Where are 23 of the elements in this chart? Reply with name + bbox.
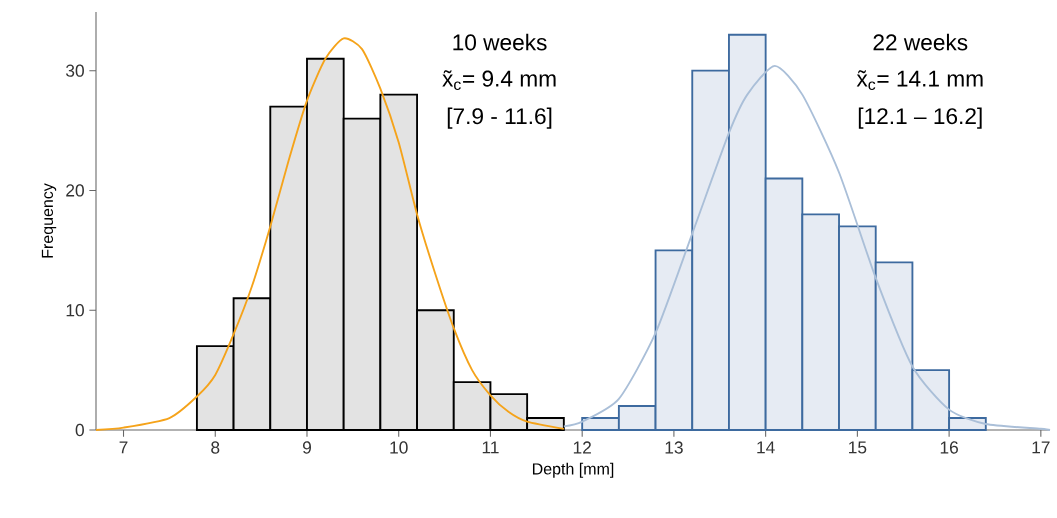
x-tick-label: 8: [211, 441, 220, 454]
y-tick-label: 10: [66, 304, 84, 317]
annotation: x̃$_{c}$= 9.4 mm: [442, 70, 556, 91]
y-tick-label: 20: [66, 184, 84, 197]
y-tick-label: 30: [66, 64, 84, 77]
x-tick-label: 14: [757, 441, 775, 454]
annotation: x̃$_{c}$= 14.1 mm: [856, 70, 983, 91]
annotation: [7.9 - 11.6]: [447, 107, 552, 129]
x-tick-label: 15: [849, 441, 867, 454]
x-tick-label: 16: [940, 441, 958, 454]
y-tick-label: 0: [75, 423, 84, 437]
x-axis-title: Depth [mm]: [532, 462, 614, 478]
annotation: [12.1 – 16.2]: [858, 107, 982, 129]
x-tick-label: 7: [119, 441, 128, 454]
annotation: 10 weeks: [453, 33, 547, 51]
x-tick-label: 12: [573, 441, 591, 454]
x-tick-label: 10: [390, 441, 408, 454]
x-tick-label: 11: [482, 441, 499, 454]
x-tick-label: 17: [1032, 441, 1050, 454]
annotation: 22 weeks: [873, 33, 968, 51]
x-tick-label: 13: [665, 441, 683, 454]
y-axis-title: Frequency: [41, 183, 57, 258]
x-tick-label: 9: [302, 441, 311, 454]
